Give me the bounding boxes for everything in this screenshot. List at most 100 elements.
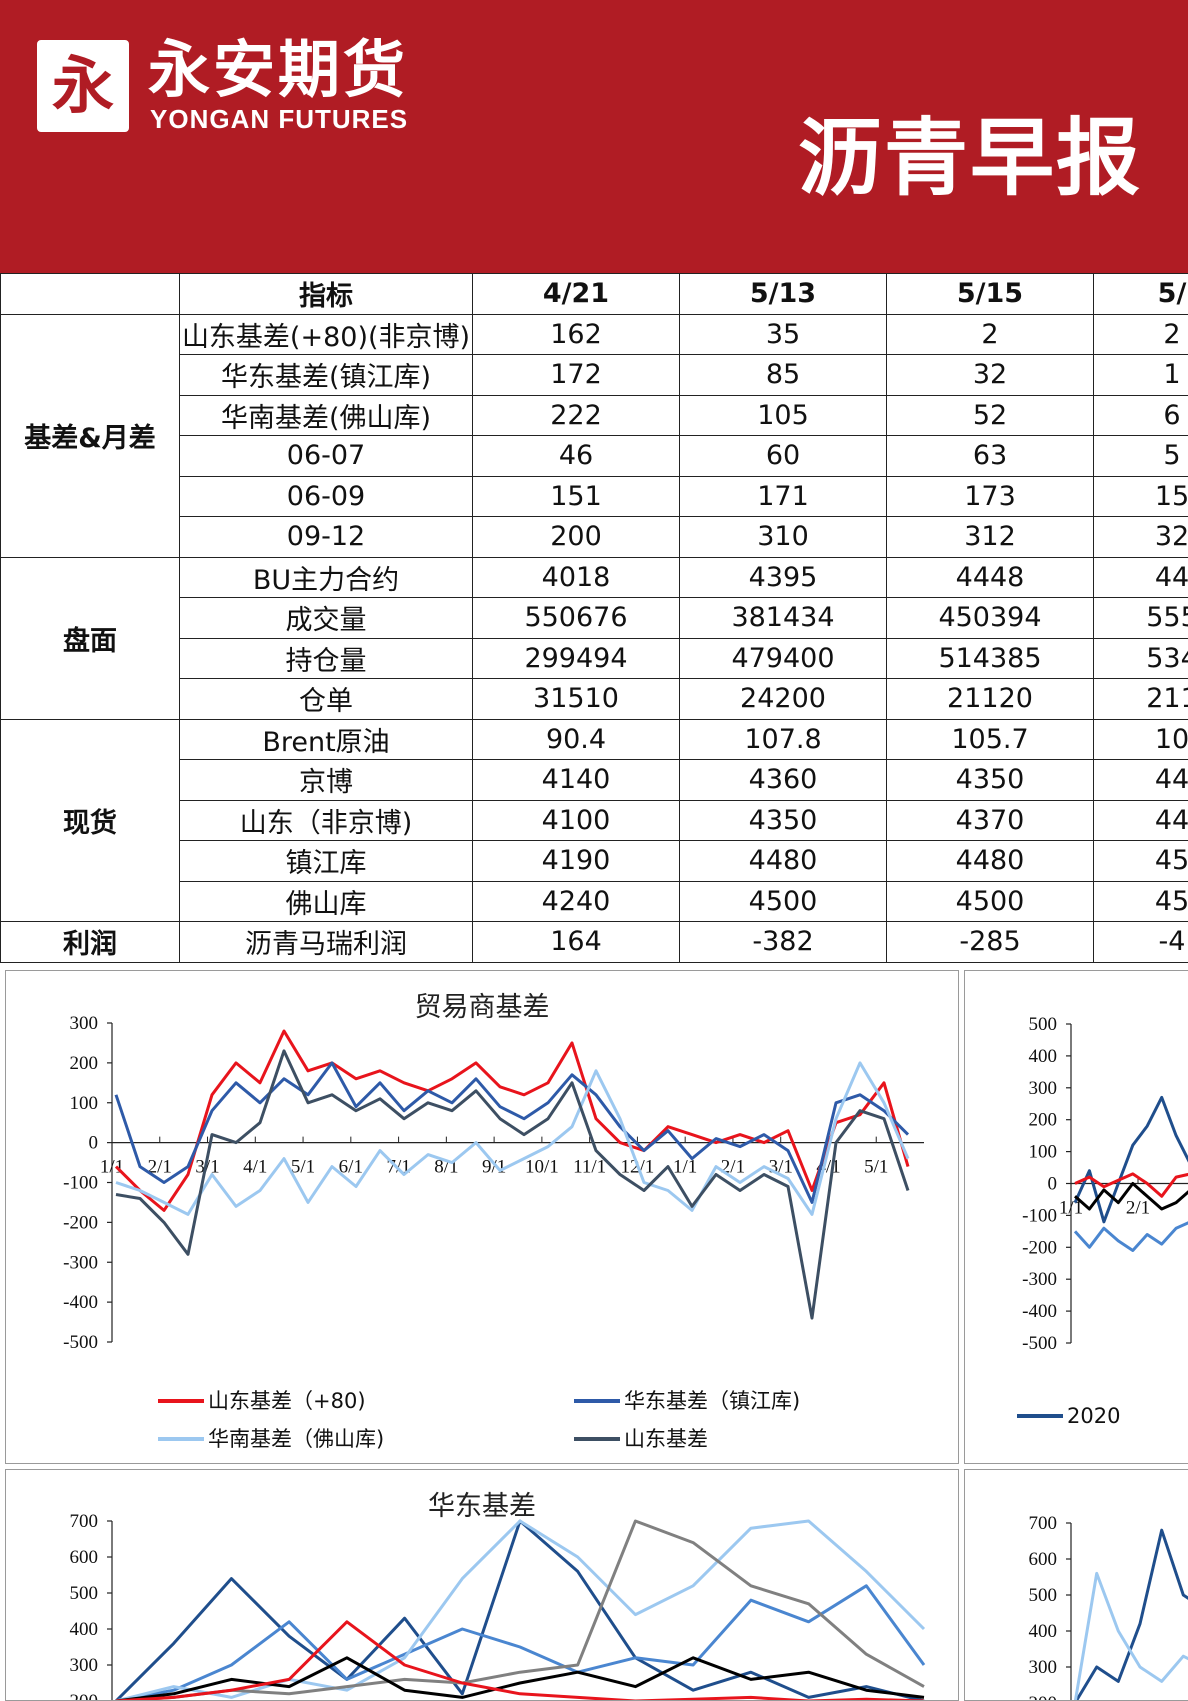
y-tick-label: -400 xyxy=(1022,1301,1057,1322)
x-tick-label: 4/1 xyxy=(243,1157,267,1178)
company-name-en: YONGAN FUTURES xyxy=(150,104,408,135)
value-cell: 4370 xyxy=(887,800,1094,841)
indicator-label: 镇江库 xyxy=(180,841,473,882)
indicator-label: 京博 xyxy=(180,760,473,801)
y-tick-label: 300 xyxy=(1029,1078,1058,1099)
value-cell: -285 xyxy=(887,922,1094,963)
value-cell: 105 xyxy=(680,395,887,436)
indicator-label: 华南基差(佛山库) xyxy=(180,395,473,436)
legend-label: 2020 xyxy=(1067,1404,1120,1428)
value-cell: 2 xyxy=(887,314,1094,355)
table-row: 仓单315102420021120211 xyxy=(1,679,1188,720)
y-tick-label: -500 xyxy=(63,1332,98,1353)
value-cell: -4 xyxy=(1094,922,1188,963)
x-tick-label: 10/1 xyxy=(525,1157,559,1178)
x-tick-label: 1/1 xyxy=(673,1157,697,1178)
value-cell: 6 xyxy=(1094,395,1188,436)
value-cell: 63 xyxy=(887,436,1094,477)
value-cell: 171 xyxy=(680,476,887,517)
legend-label: 山东基差 xyxy=(624,1427,708,1451)
indicator-label: 山东基差(+80)(非京博) xyxy=(180,314,473,355)
value-cell: 60 xyxy=(680,436,887,477)
y-tick-label: 200 xyxy=(70,1691,99,1700)
y-tick-label: -100 xyxy=(63,1173,98,1194)
indicator-label: 06-09 xyxy=(180,476,473,517)
value-cell: 4350 xyxy=(887,760,1094,801)
indicator-label: 华东基差(镇江库) xyxy=(180,355,473,396)
value-cell: 35 xyxy=(680,314,887,355)
value-cell: 4240 xyxy=(473,881,680,922)
legend-label: 华东基差（镇江库) xyxy=(624,1389,800,1413)
value-cell: 381434 xyxy=(680,598,887,639)
y-tick-label: 300 xyxy=(1029,1657,1058,1678)
series-line-1 xyxy=(1075,1573,1188,1700)
x-tick-label: 9/1 xyxy=(482,1157,506,1178)
y-tick-label: 0 xyxy=(1048,1174,1058,1195)
value-cell: 45 xyxy=(1094,881,1188,922)
indicator-label: 06-07 xyxy=(180,436,473,477)
value-cell: 172 xyxy=(473,355,680,396)
header-cell-date: 5/13 xyxy=(680,274,887,315)
y-tick-label: 200 xyxy=(70,1053,99,1074)
value-cell: 555 xyxy=(1094,598,1188,639)
header-cell-date: 4/21 xyxy=(473,274,680,315)
header-cell-date: 5/15 xyxy=(887,274,1094,315)
value-cell: 1 xyxy=(1094,355,1188,396)
value-cell: 4140 xyxy=(473,760,680,801)
indicator-table: 指标 4/21 5/13 5/15 5/ 基差&月差山东基差(+80)(非京博)… xyxy=(0,273,1188,963)
value-cell: 479400 xyxy=(680,638,887,679)
value-cell: 4448 xyxy=(887,557,1094,598)
chart-title: 贸易商基差 xyxy=(415,992,550,1023)
value-cell: 44 xyxy=(1094,800,1188,841)
value-cell: 4350 xyxy=(680,800,887,841)
y-tick-label: 200 xyxy=(1029,1693,1058,1700)
y-tick-label: 500 xyxy=(1029,1585,1058,1606)
indicator-label: 佛山库 xyxy=(180,881,473,922)
chart-panel-seasonal-basis-2: 700600500400300200 xyxy=(964,1469,1188,1701)
y-tick-label: 400 xyxy=(1029,1046,1058,1067)
chart-seasonal-basis-2: 700600500400300200 xyxy=(965,1470,1188,1700)
value-cell: 4480 xyxy=(680,841,887,882)
y-tick-label: 600 xyxy=(70,1547,99,1568)
x-tick-label: 5/1 xyxy=(291,1157,315,1178)
report-title: 沥青早报 xyxy=(798,108,1142,208)
value-cell: 44 xyxy=(1094,760,1188,801)
value-cell: 4500 xyxy=(887,881,1094,922)
value-cell: 173 xyxy=(887,476,1094,517)
value-cell: 4500 xyxy=(680,881,887,922)
y-tick-label: 700 xyxy=(1029,1513,1058,1534)
value-cell: 21120 xyxy=(887,679,1094,720)
y-tick-label: 500 xyxy=(70,1583,99,1604)
indicator-label: Brent原油 xyxy=(180,719,473,760)
table-row: 成交量550676381434450394555 xyxy=(1,598,1188,639)
indicator-table-container: 指标 4/21 5/13 5/15 5/ 基差&月差山东基差(+80)(非京博)… xyxy=(0,273,1188,965)
group-label: 基差&月差 xyxy=(1,314,180,557)
series-line-0 xyxy=(1075,1530,1188,1700)
value-cell: 10 xyxy=(1094,719,1188,760)
group-label: 利润 xyxy=(1,922,180,963)
value-cell: 24200 xyxy=(680,679,887,720)
y-tick-label: 100 xyxy=(1029,1142,1058,1163)
x-tick-label: 5/1 xyxy=(864,1157,888,1178)
indicator-label: BU主力合约 xyxy=(180,557,473,598)
y-tick-label: 200 xyxy=(1029,1110,1058,1131)
value-cell: 5 xyxy=(1094,436,1188,477)
value-cell: 107.8 xyxy=(680,719,887,760)
value-cell: 90.4 xyxy=(473,719,680,760)
value-cell: 4190 xyxy=(473,841,680,882)
value-cell: 15 xyxy=(1094,476,1188,517)
table-header-row: 指标 4/21 5/13 5/15 5/ xyxy=(1,274,1188,315)
x-tick-label: 2/1 xyxy=(1126,1198,1150,1219)
value-cell: 4395 xyxy=(680,557,887,598)
company-name-cn: 永安期货 xyxy=(148,34,408,106)
value-cell: 46 xyxy=(473,436,680,477)
